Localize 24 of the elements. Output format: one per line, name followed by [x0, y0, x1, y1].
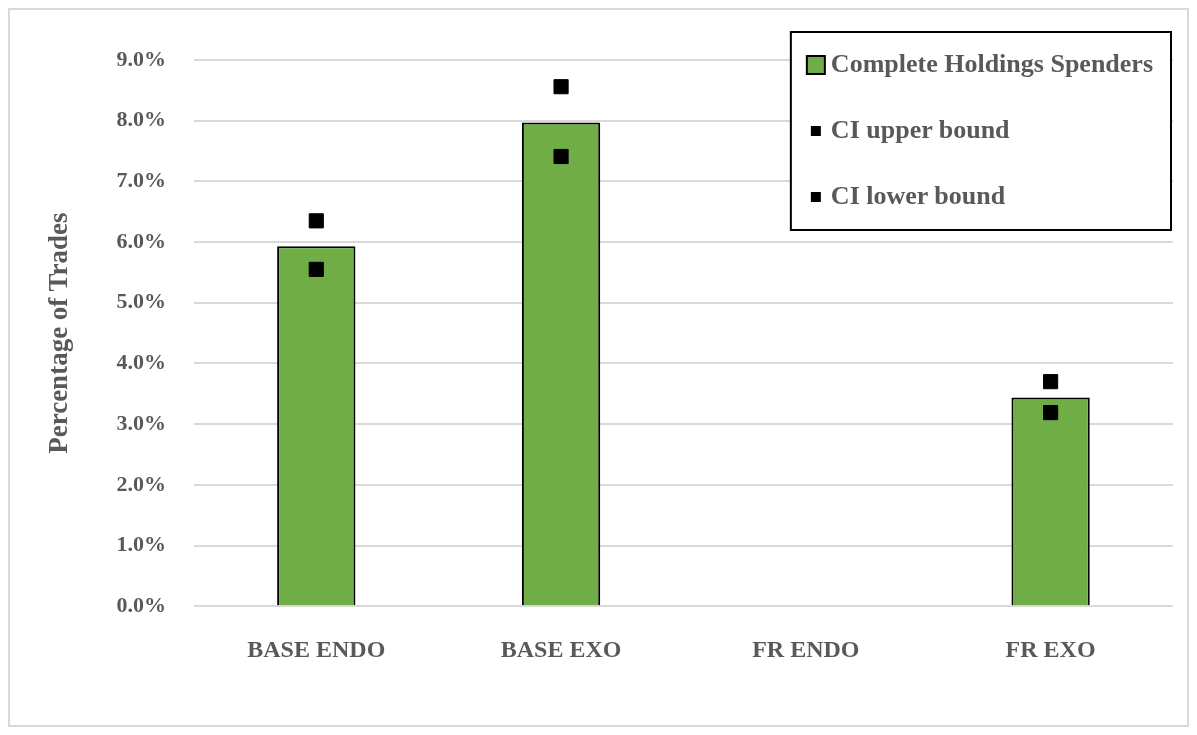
y-tick-label: 2.0% [116, 470, 166, 496]
point [1043, 405, 1059, 421]
x-tick-label: FR EXO [1005, 635, 1096, 662]
y-tick-label: 8.0% [116, 106, 166, 132]
x-tick-label: BASE ENDO [247, 635, 386, 662]
y-tick-label: 5.0% [116, 288, 166, 314]
y-tick-label: 6.0% [116, 227, 166, 253]
y-tick-label: 3.0% [116, 409, 166, 435]
x-tick-label: BASE EXO [500, 635, 622, 662]
point [553, 79, 569, 95]
y-tick-label: 4.0% [116, 349, 166, 375]
point [308, 213, 324, 229]
y-tick-label: 7.0% [116, 167, 166, 193]
legend-label: CI lower bound [830, 180, 1006, 210]
y-tick-label: 1.0% [116, 531, 166, 557]
y-tick-label: 0.0% [116, 591, 166, 617]
x-tick-label: FR ENDO [752, 635, 860, 662]
point [553, 148, 569, 165]
legend-label: Complete Holdings Spenders [830, 48, 1154, 78]
point [308, 261, 324, 277]
point [1043, 374, 1059, 390]
legend-label: CI upper bound [830, 114, 1011, 144]
y-axis-title: Percentage of Trades [43, 212, 74, 454]
y-tick-label: 9.0% [116, 45, 166, 71]
